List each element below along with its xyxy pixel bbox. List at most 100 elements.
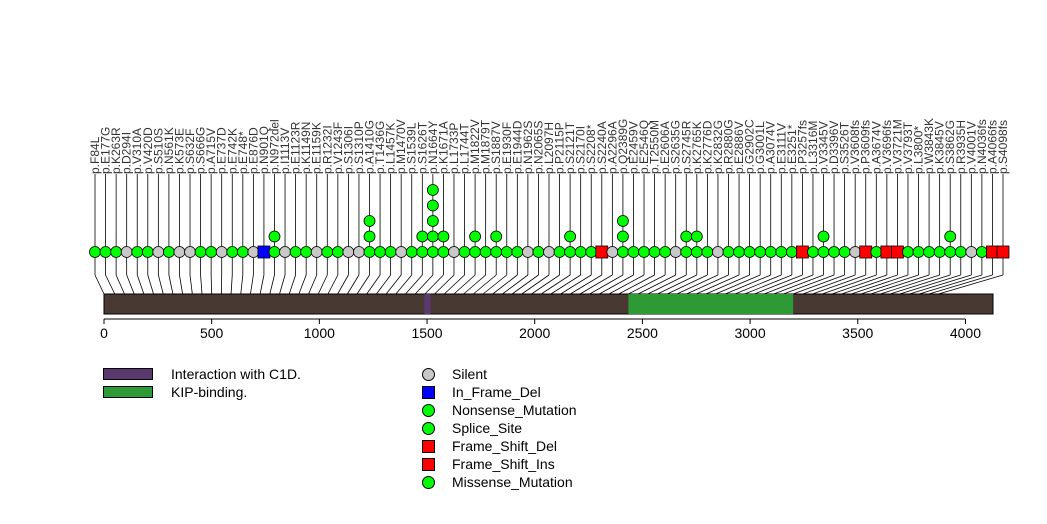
mutation-label: p.M1879T [479,119,493,174]
mutation-label: p.E1944D [510,120,524,174]
mutation-label: p.N4036fs [975,119,989,174]
mutation-marker [795,245,809,259]
mutation-label: p.D294I [120,132,134,174]
connector [802,274,856,295]
connector [822,274,877,295]
type-swatch [422,476,435,489]
mutation-marker [690,230,703,243]
x-axis: 0 500 1000 1500 2000 2500 3000 3500 4000 [100,318,981,341]
domain-legend-label: KIP-binding. [171,384,248,400]
mutation-marker [226,246,239,258]
connector [115,274,125,295]
mutation-marker [131,246,144,258]
type-swatch [422,440,435,453]
connector [298,274,307,295]
mutation-marker [828,246,840,258]
mutation-marker [99,246,112,258]
mutation-marker [912,246,925,258]
type-swatch [422,422,435,435]
mutation-label: p.G3001L [753,121,767,174]
connector [889,274,951,295]
connector [395,274,413,295]
connector-layer [94,174,1004,295]
type-legend-label: Frame_Shift_Del [452,438,558,454]
mutation-marker [363,246,376,258]
mutation-marker [680,230,693,243]
mutation-marker [712,246,724,258]
type-legend-label: Frame_Shift_Ins [452,456,555,472]
mutation-marker [553,246,566,258]
mutation-label: p.N1664Y [426,121,440,174]
mutation-label: p.S2635G [669,120,683,174]
mutation-label: p.A3074V [764,121,778,174]
connector [424,274,444,295]
domain-1 [628,294,794,314]
mutation-marker [458,246,471,258]
mutation-label: p.E2546Q [637,120,651,174]
connector [147,274,154,295]
mutation-marker [384,246,397,258]
mutation-marker [659,246,672,258]
connector [589,274,624,295]
mutation-marker [469,230,481,243]
mutation-marker [944,246,957,258]
mutation-marker [944,230,957,243]
mutation-label: p.E742K [225,128,239,174]
connector [831,274,887,295]
connector [560,274,592,295]
mutation-marker [817,230,830,243]
connector [337,274,349,295]
mutation-marker [511,246,524,258]
connector [657,274,697,295]
mutation-label: p.E737D [215,127,229,174]
connector [705,274,750,295]
connector [473,274,497,295]
mutation-label: p.R3935H [954,120,968,174]
mutation-marker [785,246,798,258]
mutation-label: p.V420D [141,127,155,174]
type-swatch [422,458,435,471]
connector [696,274,740,295]
mutation-label: p.S632F [183,129,197,174]
mutation-label: p.S2208* [584,124,598,174]
connector [909,274,972,295]
mutation-label: p.R2880G [721,119,735,174]
mutation-label: p.E2886V [732,121,746,174]
mutation-label: p.S1539L [405,122,419,174]
connector [317,274,328,295]
mutation-label: p.S1626T [415,121,429,174]
mutation-label: p.K2776D [700,120,714,174]
mutation-marker [321,246,334,258]
mutation-label: p.S1306I [341,126,355,174]
mutation-marker [163,246,175,258]
mutation-marker [965,246,978,258]
mutation-label: p.V3345V [817,121,831,174]
mutation-marker [669,246,682,258]
connector [579,274,613,295]
mutation-label: p.N901Q [257,126,271,174]
type-legend-label: Silent [452,366,488,382]
connector [570,274,602,295]
connector [511,274,539,295]
connector [136,274,145,295]
mutation-label: p.S666G [194,127,208,174]
mutation-marker [996,245,1010,259]
mutation-marker [279,246,291,258]
connector [210,274,213,295]
mutation-marker [268,246,281,258]
connector [899,274,961,295]
protein-backbone [103,293,994,315]
mutation-marker [574,246,587,258]
mutation-marker [194,246,207,258]
mutation-marker [733,246,745,258]
mutation-label: p.S1310P [352,121,366,174]
mutation-label: p.A715V [204,128,218,174]
mutation-marker [205,246,218,258]
x-tick-label: 1500 [411,325,442,341]
mutation-label: p.R1232I [320,125,334,174]
connector [531,274,560,295]
x-tick-label: 4000 [950,325,981,341]
connector [259,274,265,295]
mutation-marker [426,199,439,212]
mutation-marker [543,246,555,258]
